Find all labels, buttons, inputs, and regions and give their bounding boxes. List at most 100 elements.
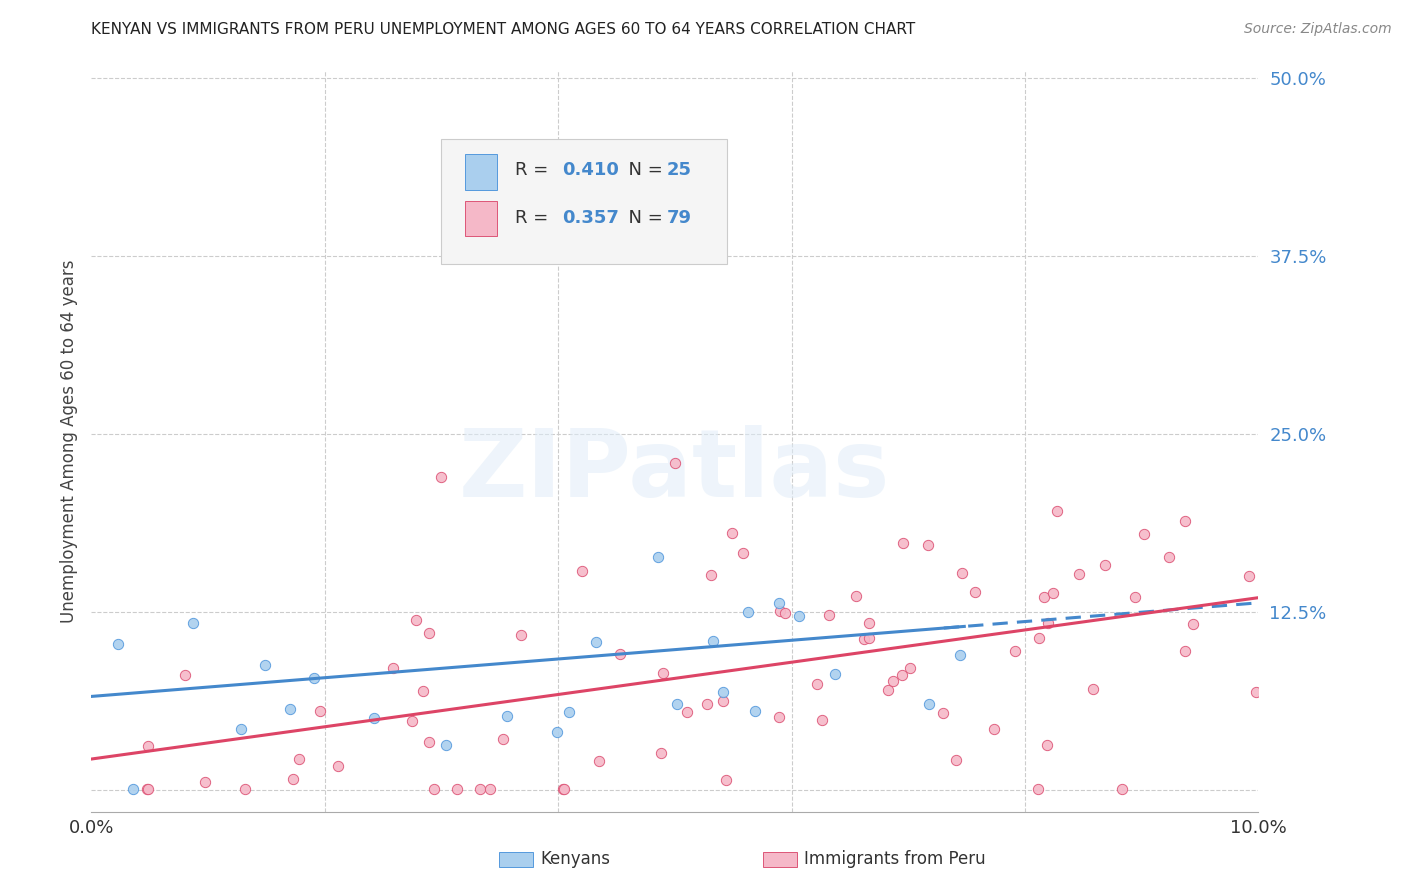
Point — [309, 704, 332, 718]
Point — [858, 632, 880, 646]
Point — [949, 648, 972, 662]
Point — [328, 758, 350, 772]
Point — [952, 566, 974, 580]
Point — [898, 661, 921, 675]
Text: 25: 25 — [666, 161, 692, 178]
Point — [700, 568, 723, 582]
Point — [382, 660, 405, 674]
Point — [1133, 526, 1156, 541]
Point — [1244, 684, 1267, 698]
Text: Kenyans: Kenyans — [540, 850, 610, 868]
Text: 0.357: 0.357 — [561, 209, 619, 227]
Point — [288, 752, 311, 766]
Point — [571, 214, 593, 228]
Point — [253, 657, 276, 672]
Bar — [465, 201, 498, 236]
Point — [650, 746, 672, 760]
Point — [136, 781, 159, 796]
Point — [1042, 586, 1064, 600]
Point — [422, 781, 444, 796]
Point — [418, 626, 440, 640]
Point — [811, 713, 834, 727]
Point — [702, 634, 724, 648]
Point — [233, 781, 256, 796]
Bar — [465, 154, 498, 190]
Point — [787, 608, 810, 623]
Point — [1067, 566, 1090, 581]
Point — [773, 606, 796, 620]
Point — [1094, 558, 1116, 572]
Point — [229, 722, 252, 736]
Point — [571, 564, 593, 578]
Point — [1026, 781, 1049, 796]
Point — [401, 714, 423, 728]
Point — [546, 724, 568, 739]
Point — [1036, 616, 1059, 631]
Point — [806, 676, 828, 690]
Point — [585, 635, 607, 649]
Point — [1036, 739, 1059, 753]
Point — [931, 706, 953, 720]
Point — [721, 526, 744, 541]
FancyBboxPatch shape — [441, 139, 727, 264]
Point — [891, 536, 914, 550]
Text: N =: N = — [617, 161, 668, 178]
Point — [194, 775, 217, 789]
Point — [558, 705, 581, 719]
Text: Source: ZipAtlas.com: Source: ZipAtlas.com — [1244, 22, 1392, 37]
Point — [551, 781, 574, 796]
Point — [845, 590, 868, 604]
Point — [136, 739, 159, 753]
Point — [1174, 514, 1197, 528]
Point — [918, 697, 941, 711]
Point — [1174, 644, 1197, 658]
Point — [824, 666, 846, 681]
Point — [1004, 644, 1026, 658]
Point — [553, 781, 575, 796]
Point — [711, 684, 734, 698]
Point — [495, 709, 517, 723]
Point — [135, 781, 157, 796]
Text: R =: R = — [515, 209, 554, 227]
Point — [122, 781, 145, 796]
Point — [882, 674, 904, 689]
Point — [434, 738, 457, 752]
Point — [510, 628, 533, 642]
Point — [412, 684, 434, 698]
Point — [446, 781, 468, 796]
Point — [468, 781, 491, 796]
Text: Immigrants from Peru: Immigrants from Peru — [804, 850, 986, 868]
Text: 0.410: 0.410 — [561, 161, 619, 178]
Point — [890, 668, 912, 682]
Point — [281, 772, 304, 786]
Text: R =: R = — [515, 161, 554, 178]
Point — [1032, 591, 1054, 605]
Point — [768, 604, 790, 618]
Point — [1028, 632, 1050, 646]
Point — [711, 694, 734, 708]
Point — [1123, 591, 1146, 605]
Point — [363, 711, 385, 725]
Point — [107, 637, 129, 651]
Point — [818, 607, 841, 622]
Point — [1181, 617, 1204, 632]
Point — [609, 648, 631, 662]
Point — [1111, 781, 1133, 796]
Point — [737, 605, 759, 619]
Point — [588, 754, 610, 768]
Point — [478, 781, 501, 796]
Point — [917, 538, 939, 552]
Text: KENYAN VS IMMIGRANTS FROM PERU UNEMPLOYMENT AMONG AGES 60 TO 64 YEARS CORRELATIO: KENYAN VS IMMIGRANTS FROM PERU UNEMPLOYM… — [91, 22, 915, 37]
Point — [696, 697, 718, 711]
Point — [768, 596, 790, 610]
Point — [1083, 681, 1105, 696]
Point — [983, 723, 1005, 737]
Point — [945, 753, 967, 767]
Point — [651, 666, 673, 681]
Point — [181, 615, 204, 630]
Point — [405, 613, 427, 627]
Point — [665, 698, 688, 712]
Point — [858, 615, 880, 630]
Point — [852, 632, 875, 646]
Point — [280, 702, 302, 716]
